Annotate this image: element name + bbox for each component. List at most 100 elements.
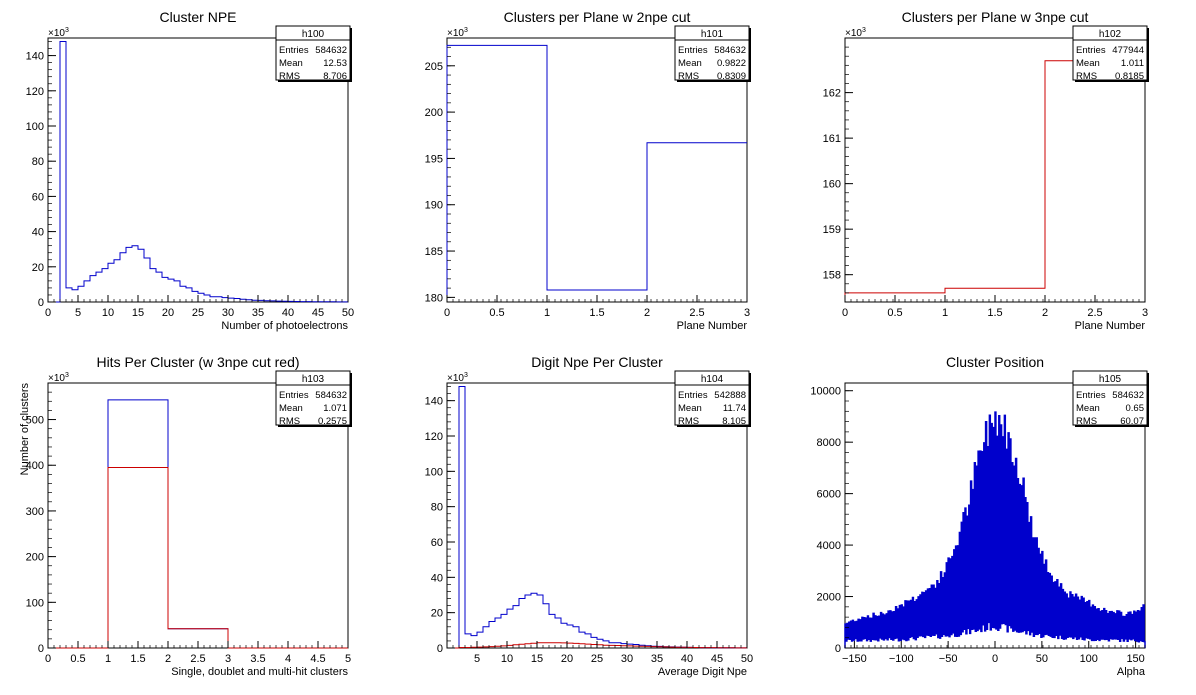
- y-tick-label: 158: [823, 270, 841, 282]
- y-tick-label: 4000: [817, 540, 841, 552]
- stats-value: 0.8309: [717, 71, 746, 82]
- stats-value: 542888: [714, 390, 746, 401]
- stats-box: [275, 25, 351, 81]
- y-tick-label: 40: [32, 227, 44, 239]
- x-tick-label: 2: [165, 653, 171, 665]
- stats-key: Entries: [279, 390, 309, 401]
- histogram-panel-h105: Cluster Position −150 −100 −50 0 50 100 150 0 200…: [810, 354, 1149, 678]
- x-tick-label: 15: [132, 307, 144, 319]
- y-tick-label: 140: [425, 396, 443, 408]
- x-tick-label: 5: [474, 653, 480, 665]
- x-tick-label: 25: [192, 307, 204, 319]
- stats-box: [1072, 370, 1148, 426]
- y-tick-label: 185: [425, 246, 443, 258]
- histogram-panel-h101: Clusters per Plane w 2npe cut 0 0.5 1 1.5 2 2.…: [425, 9, 751, 332]
- y-tick-label: 100: [26, 597, 44, 609]
- y-exponent-label: ×103: [48, 372, 69, 384]
- x-axis-label: Single, doublet and multi-hit clusters: [171, 666, 348, 678]
- y-tick-label: 100: [26, 121, 44, 133]
- stats-key: Entries: [1076, 390, 1106, 401]
- histogram-series-0: [844, 60, 1145, 302]
- x-tick-label: 35: [252, 307, 264, 319]
- x-tick-label: 4: [285, 653, 291, 665]
- x-tick-label: 1.5: [589, 307, 604, 319]
- x-tick-label: 0: [992, 653, 998, 665]
- stats-value: 0.9822: [717, 58, 746, 69]
- y-tick-label: 180: [425, 292, 443, 304]
- y-tick-label: 0: [437, 643, 443, 655]
- x-tick-label: 1: [942, 307, 948, 319]
- stats-value: 584632: [315, 390, 347, 401]
- chart-title: Cluster Position: [946, 354, 1044, 370]
- stats-box: [674, 370, 750, 426]
- x-tick-label: 3: [225, 653, 231, 665]
- y-tick-label: 0: [38, 643, 44, 655]
- y-tick-label: 2000: [817, 592, 841, 604]
- y-tick-label: 6000: [817, 489, 841, 501]
- stats-value: 0.65: [1126, 403, 1145, 414]
- stats-key: Mean: [1076, 58, 1100, 69]
- y-tick-label: 159: [823, 224, 841, 236]
- y-exponent-label: ×103: [447, 372, 468, 384]
- stats-key: RMS: [1076, 416, 1097, 427]
- y-tick-label: 40: [431, 572, 443, 584]
- y-axis-label: Number of clusters: [19, 383, 31, 476]
- x-tick-label: 10: [102, 307, 114, 319]
- x-tick-label: 45: [312, 307, 324, 319]
- stats-key: RMS: [1076, 71, 1097, 82]
- stats-key: Mean: [279, 58, 303, 69]
- x-tick-label: 100: [1080, 653, 1098, 665]
- x-tick-label: −150: [842, 653, 867, 665]
- stats-key: Mean: [1076, 403, 1100, 414]
- x-tick-label: 0.5: [887, 307, 902, 319]
- stats-value: 584632: [315, 45, 347, 56]
- x-tick-label: 50: [342, 307, 354, 319]
- y-tick-label: 10000: [810, 386, 841, 398]
- stats-box-name: h102: [1099, 29, 1122, 40]
- stats-value: 12.53: [323, 58, 347, 69]
- x-tick-label: 2: [1042, 307, 1048, 319]
- y-tick-label: 200: [26, 552, 44, 564]
- x-tick-label: 1.5: [987, 307, 1002, 319]
- stats-key: RMS: [678, 71, 699, 82]
- stats-key: Entries: [1076, 45, 1106, 56]
- stats-key: Entries: [678, 45, 708, 56]
- chart-title: Digit Npe Per Cluster: [531, 354, 663, 370]
- histogram-panel-h103: Hits Per Cluster (w 3npe cut red) 0 0.5 1 1.…: [19, 354, 352, 678]
- y-tick-label: 80: [32, 156, 44, 168]
- x-tick-label: −100: [889, 653, 914, 665]
- x-tick-label: 0: [45, 653, 51, 665]
- y-tick-label: 300: [26, 506, 44, 518]
- y-tick-label: 200: [425, 107, 443, 119]
- y-tick-label: 60: [431, 537, 443, 549]
- y-tick-label: 400: [26, 460, 44, 472]
- y-tick-label: 205: [425, 61, 443, 73]
- x-tick-label: 1: [544, 307, 550, 319]
- stats-value: 584632: [714, 45, 746, 56]
- x-tick-label: 2.5: [1087, 307, 1102, 319]
- stats-value: 1.011: [1121, 58, 1144, 69]
- x-tick-label: 40: [282, 307, 294, 319]
- stats-box-name: h101: [701, 29, 724, 40]
- x-axis-label: Average Digit Npe: [658, 666, 747, 678]
- y-tick-label: 20: [32, 262, 44, 274]
- x-tick-label: 4.5: [310, 653, 325, 665]
- stats-value: 0.8185: [1115, 71, 1144, 82]
- stats-key: RMS: [279, 71, 300, 82]
- stats-value: 584632: [1112, 390, 1144, 401]
- y-tick-label: 100: [425, 466, 443, 478]
- chart-title: Hits Per Cluster (w 3npe cut red): [96, 354, 299, 370]
- x-tick-label: 20: [162, 307, 174, 319]
- y-exponent-label: ×103: [447, 27, 468, 39]
- y-tick-label: 140: [26, 51, 44, 63]
- stats-key: Mean: [678, 58, 702, 69]
- stats-key: Mean: [678, 403, 702, 414]
- y-tick-label: 160: [823, 179, 841, 191]
- stats-key: RMS: [279, 416, 300, 427]
- x-tick-label: 15: [531, 653, 543, 665]
- stats-box-name: h103: [302, 374, 325, 385]
- x-tick-label: 2: [644, 307, 650, 319]
- y-tick-label: 162: [823, 88, 841, 100]
- x-tick-label: 0.5: [70, 653, 85, 665]
